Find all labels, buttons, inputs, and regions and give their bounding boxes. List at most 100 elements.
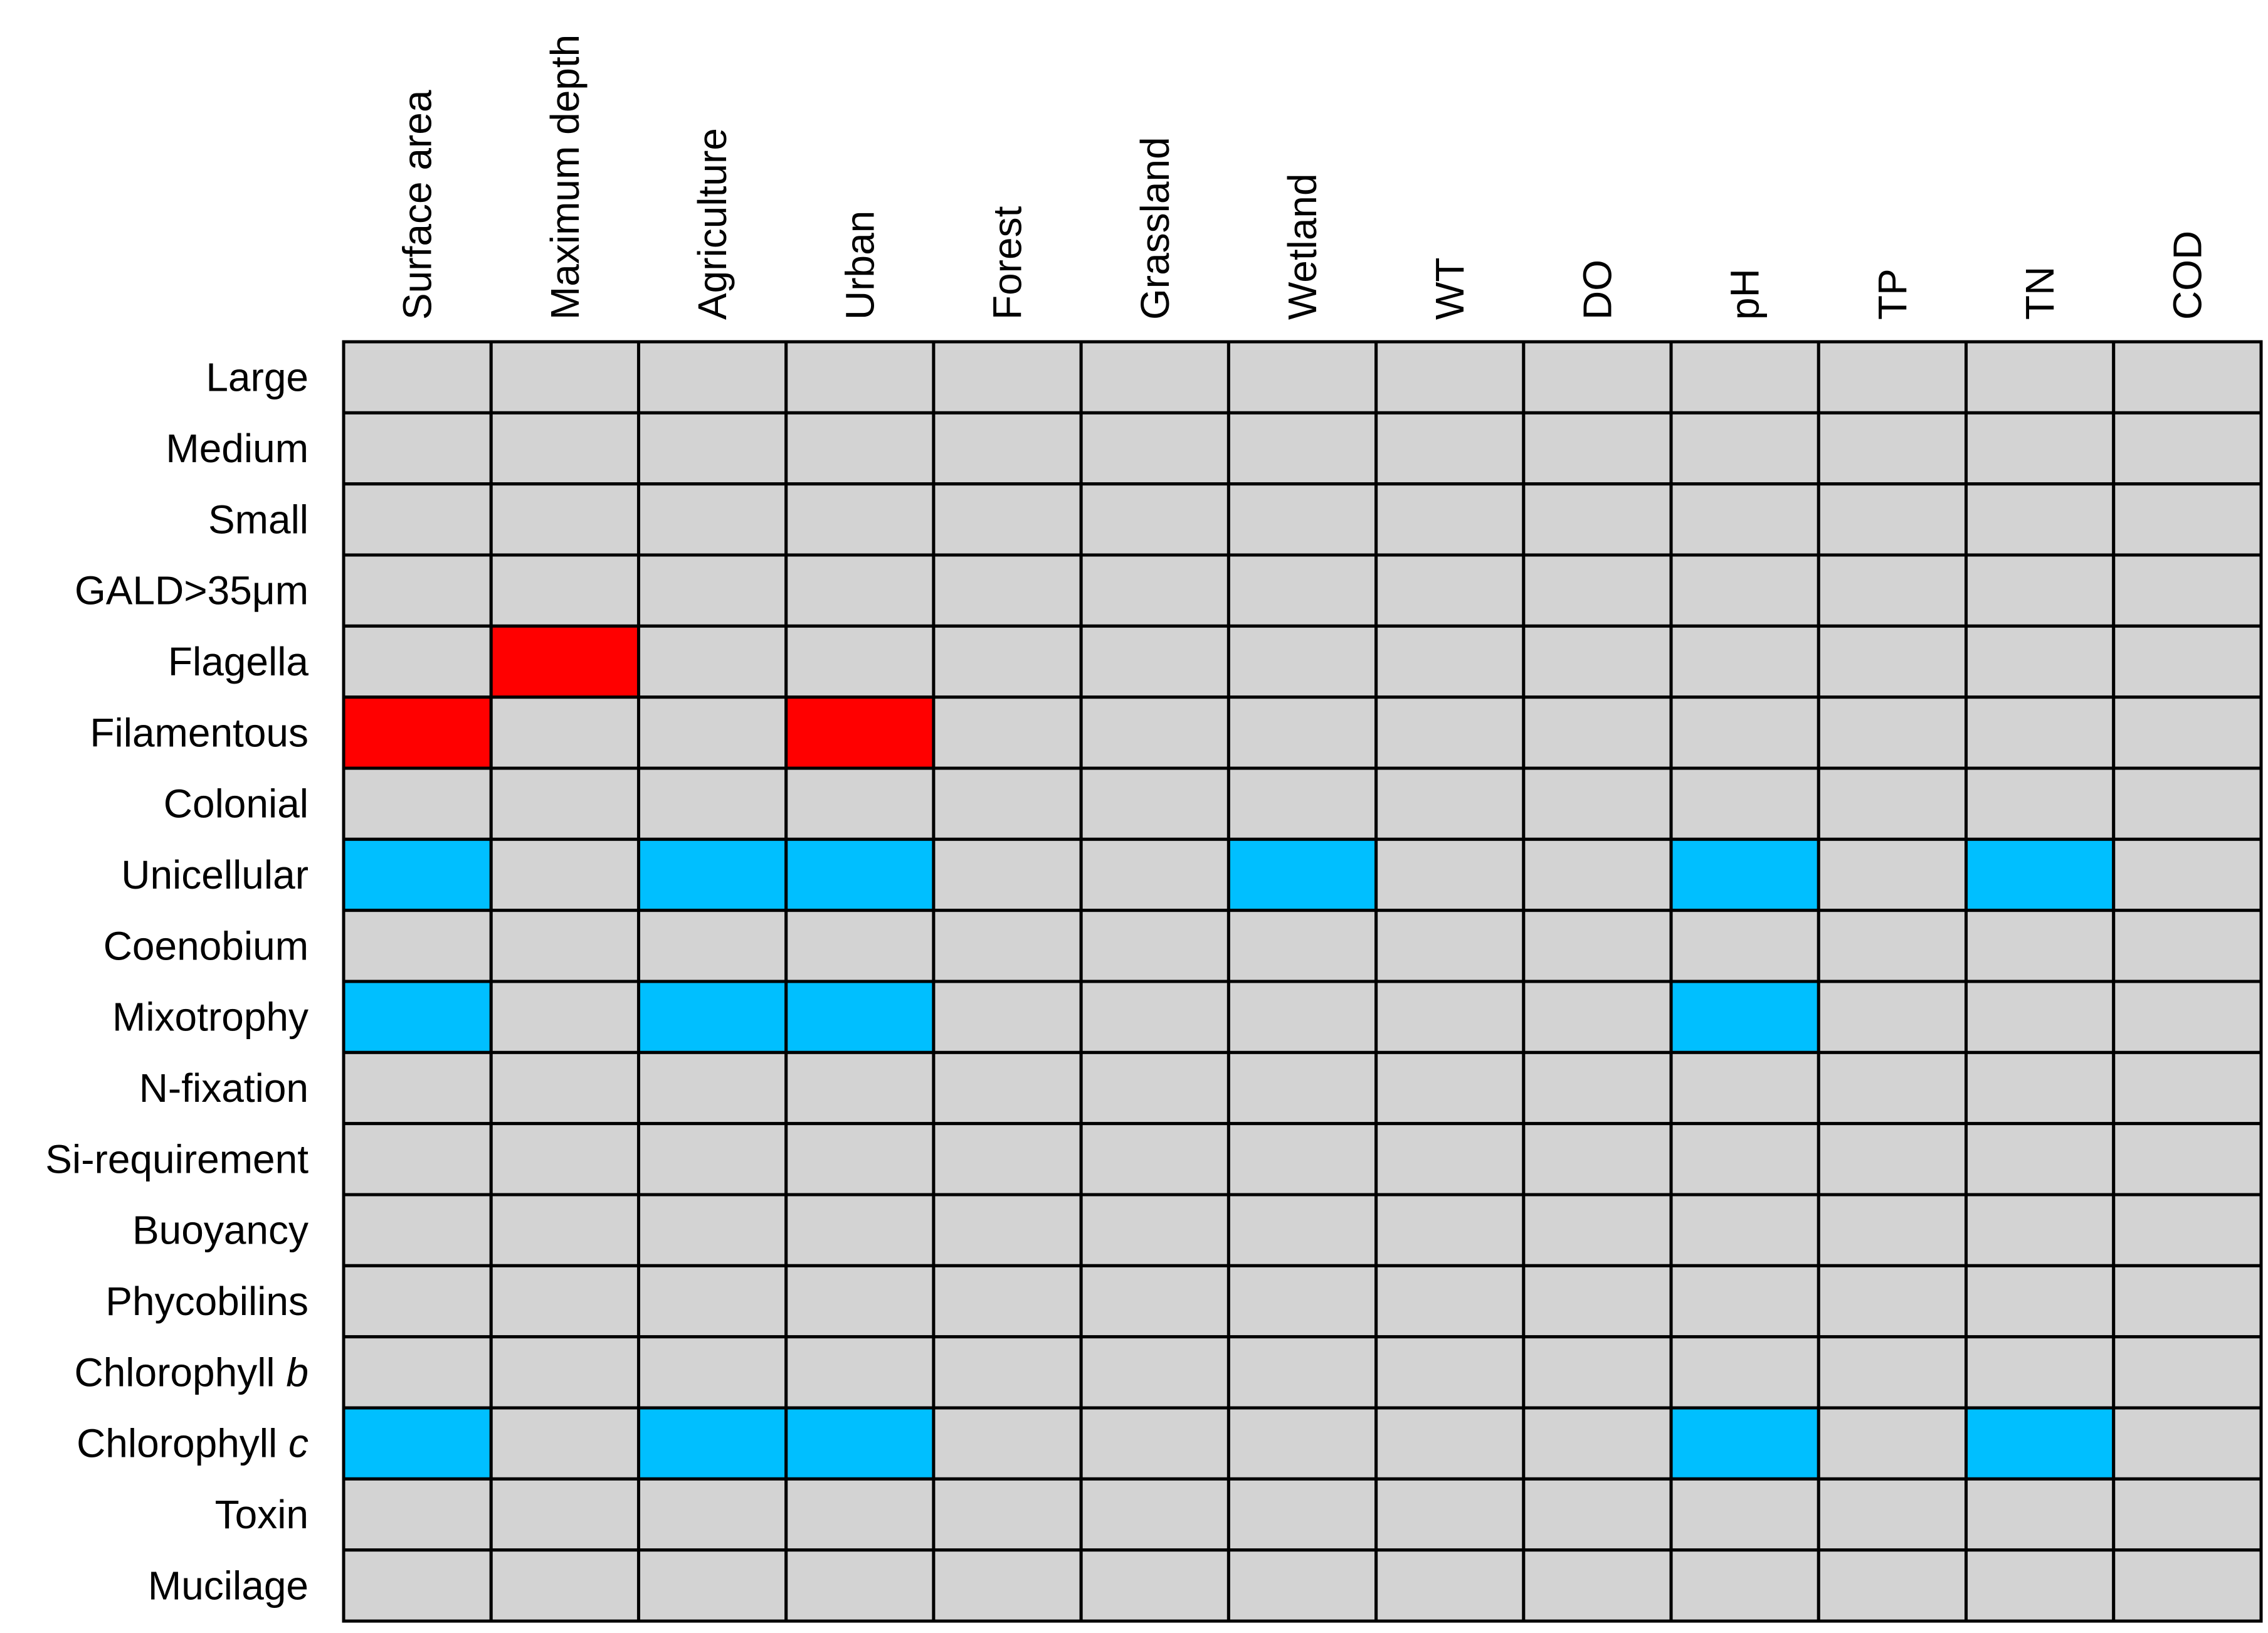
heatmap-cell <box>636 624 788 699</box>
heatmap-cell <box>1374 766 1526 841</box>
heatmap-cell <box>636 1335 788 1410</box>
heatmap-cell <box>784 1335 936 1410</box>
heatmap-cell <box>489 624 640 699</box>
heatmap-cell <box>1817 482 1968 557</box>
heatmap-cell <box>1965 553 2116 628</box>
heatmap-cell <box>636 909 788 983</box>
heatmap-cell <box>636 1264 788 1339</box>
row-labels: Large Medium Small GALD>35μm Flagella Filamen… <box>45 355 309 1609</box>
heatmap-cell <box>1079 411 1230 486</box>
heatmap-cell <box>342 553 493 628</box>
heatmap-cell <box>2112 340 2263 415</box>
heatmap-cell <box>636 553 788 628</box>
heatmap-cell <box>2112 695 2263 770</box>
heatmap-cell <box>1079 837 1230 912</box>
heatmap-cell <box>784 1264 936 1339</box>
heatmap-cell <box>1079 1548 1230 1623</box>
heatmap-cell <box>784 1122 936 1197</box>
heatmap-cell <box>1226 1122 1378 1197</box>
row-label: Mixotrophy <box>112 995 309 1040</box>
heatmap-cell <box>1079 1050 1230 1126</box>
heatmap-cell <box>1226 837 1378 912</box>
heatmap-cell <box>784 553 936 628</box>
heatmap-cell <box>1522 766 1673 841</box>
heatmap-cell <box>1374 1477 1526 1552</box>
heatmap-cell <box>489 909 640 983</box>
heatmap-cell <box>932 695 1083 770</box>
row-label: Toxin <box>215 1492 309 1537</box>
heatmap-cell <box>489 1335 640 1410</box>
heatmap-cell <box>784 340 936 415</box>
row-label: Phycobilins <box>105 1279 309 1324</box>
heatmap-cell <box>1965 1477 2116 1552</box>
heatmap-cell <box>932 553 1083 628</box>
heatmap-cell <box>636 1122 788 1197</box>
heatmap-cell <box>1817 695 1968 770</box>
heatmap-cell <box>1522 411 1673 486</box>
heatmap-cell <box>1374 553 1526 628</box>
row-label: Medium <box>166 426 309 471</box>
heatmap-cell <box>1522 1406 1673 1481</box>
heatmap-cell <box>1079 482 1230 557</box>
heatmap-cell <box>1965 1406 2116 1481</box>
heatmap-cell <box>932 837 1083 912</box>
row-label: Colonial <box>164 781 309 827</box>
heatmap-cell <box>1669 1193 1820 1267</box>
heatmap-cell <box>1226 1193 1378 1267</box>
heatmap-cell <box>636 1193 788 1267</box>
heatmap-cell <box>1226 553 1378 628</box>
heatmap-cell <box>1817 1193 1968 1267</box>
heatmap-cell <box>1817 766 1968 841</box>
heatmap-cell <box>1965 837 2116 912</box>
heatmap-cell <box>1374 837 1526 912</box>
heatmap-cell <box>784 837 936 912</box>
heatmap-cell <box>1374 1122 1526 1197</box>
heatmap-cell <box>1522 1264 1673 1339</box>
heatmap-cell <box>1669 553 1820 628</box>
heatmap-cell <box>489 1193 640 1267</box>
heatmap-cell <box>1522 1122 1673 1197</box>
heatmap-cell <box>1226 1477 1378 1552</box>
heatmap-cell <box>2112 1335 2263 1410</box>
heatmap-cell <box>1965 695 2116 770</box>
heatmap-cell <box>489 1264 640 1339</box>
heatmap-cell <box>489 340 640 415</box>
heatmap-cell <box>342 1406 493 1481</box>
heatmap-cell <box>1374 909 1526 983</box>
heatmap-cell <box>1226 695 1378 770</box>
heatmap-cell <box>1374 1548 1526 1623</box>
heatmap-cell <box>636 411 788 486</box>
heatmap-cell <box>1522 980 1673 1054</box>
heatmap-cell <box>1522 1193 1673 1267</box>
column-label: WT <box>1427 258 1472 320</box>
column-label: Wetland <box>1280 173 1325 320</box>
heatmap-cell <box>784 766 936 841</box>
heatmap-cell <box>1226 1548 1378 1623</box>
heatmap-cell <box>1079 340 1230 415</box>
row-label: Mucilage <box>148 1563 309 1608</box>
heatmap-cell <box>1965 482 2116 557</box>
heatmap-cell <box>932 624 1083 699</box>
heatmap-cell <box>1669 1122 1820 1197</box>
heatmap-cell <box>1669 482 1820 557</box>
heatmap-cell <box>636 1477 788 1552</box>
heatmap-cell <box>636 980 788 1054</box>
heatmap-cell <box>2112 837 2263 912</box>
heatmap-cell <box>1079 624 1230 699</box>
heatmap-cell <box>1522 1477 1673 1552</box>
heatmap-cell <box>1817 340 1968 415</box>
heatmap-cell <box>932 340 1083 415</box>
heatmap-cell <box>1226 624 1378 699</box>
heatmap-cell <box>1965 766 2116 841</box>
heatmap-cell <box>1522 1548 1673 1623</box>
heatmap-cell <box>489 1477 640 1552</box>
heatmap-cell <box>1669 624 1820 699</box>
heatmap-cell <box>1669 1477 1820 1552</box>
heatmap-cell <box>1374 624 1526 699</box>
column-label: Grassland <box>1132 137 1178 320</box>
heatmap-cell <box>636 766 788 841</box>
heatmap-cell <box>1817 980 1968 1054</box>
heatmap-cell <box>636 340 788 415</box>
